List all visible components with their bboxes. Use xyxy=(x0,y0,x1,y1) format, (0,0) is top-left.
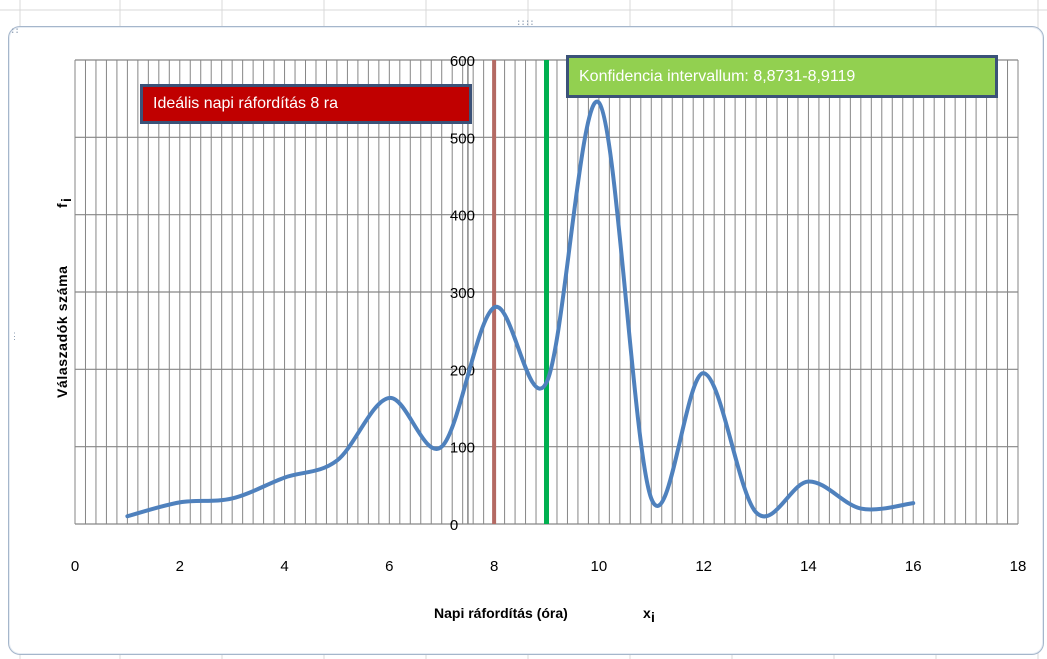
resize-handle-top[interactable]: :::: xyxy=(516,18,535,28)
gridlines xyxy=(74,59,1019,525)
x-tick-label: 14 xyxy=(800,558,817,575)
x-tick-label: 10 xyxy=(591,558,608,575)
x-tick-label: 0 xyxy=(71,558,79,575)
y-tick-label: 100 xyxy=(450,440,475,457)
x-tick-label: 6 xyxy=(385,558,393,575)
resize-handle-corner[interactable]: :: xyxy=(10,26,20,36)
annotation-ideal-hours-text: Ideális napi ráfordítás 8 ra xyxy=(153,95,338,112)
annotation-ideal-hours[interactable]: Ideális napi ráfordítás 8 ra xyxy=(140,84,472,124)
x-axis-title: Napi ráfordítás (óra) xyxy=(434,605,568,621)
resize-handle-left[interactable]: ⋮ xyxy=(10,332,19,342)
series-line xyxy=(125,99,916,519)
y-axis-title-group: Válaszadók száma fi xyxy=(54,198,74,398)
x-axis-symbol: x xyxy=(643,605,651,621)
x-tick-label: 12 xyxy=(695,558,712,575)
x-tick-label: 8 xyxy=(490,558,498,575)
x-tick-label: 16 xyxy=(905,558,922,575)
y-tick-label: 500 xyxy=(450,130,475,147)
x-tick-label: 2 xyxy=(176,558,184,575)
y-tick-label: 600 xyxy=(450,53,475,70)
annotation-confidence-interval-text: Konfidencia intervallum: 8,8731-8,9119 xyxy=(579,67,856,85)
y-tick-label: 0 xyxy=(450,517,458,534)
x-tick-label: 18 xyxy=(1010,558,1027,575)
annotation-confidence-interval[interactable]: Konfidencia intervallum: 8,8731-8,9119 xyxy=(566,55,998,98)
x-tick-label: 4 xyxy=(280,558,288,575)
y-tick-label: 400 xyxy=(450,208,475,225)
y-axis-symbol: f xyxy=(54,203,70,208)
y-axis-title: Válaszadók száma xyxy=(54,265,70,398)
x-axis-subscript: i xyxy=(651,609,655,625)
y-axis-subscript: i xyxy=(58,198,74,202)
y-tick-label: 300 xyxy=(450,285,475,302)
